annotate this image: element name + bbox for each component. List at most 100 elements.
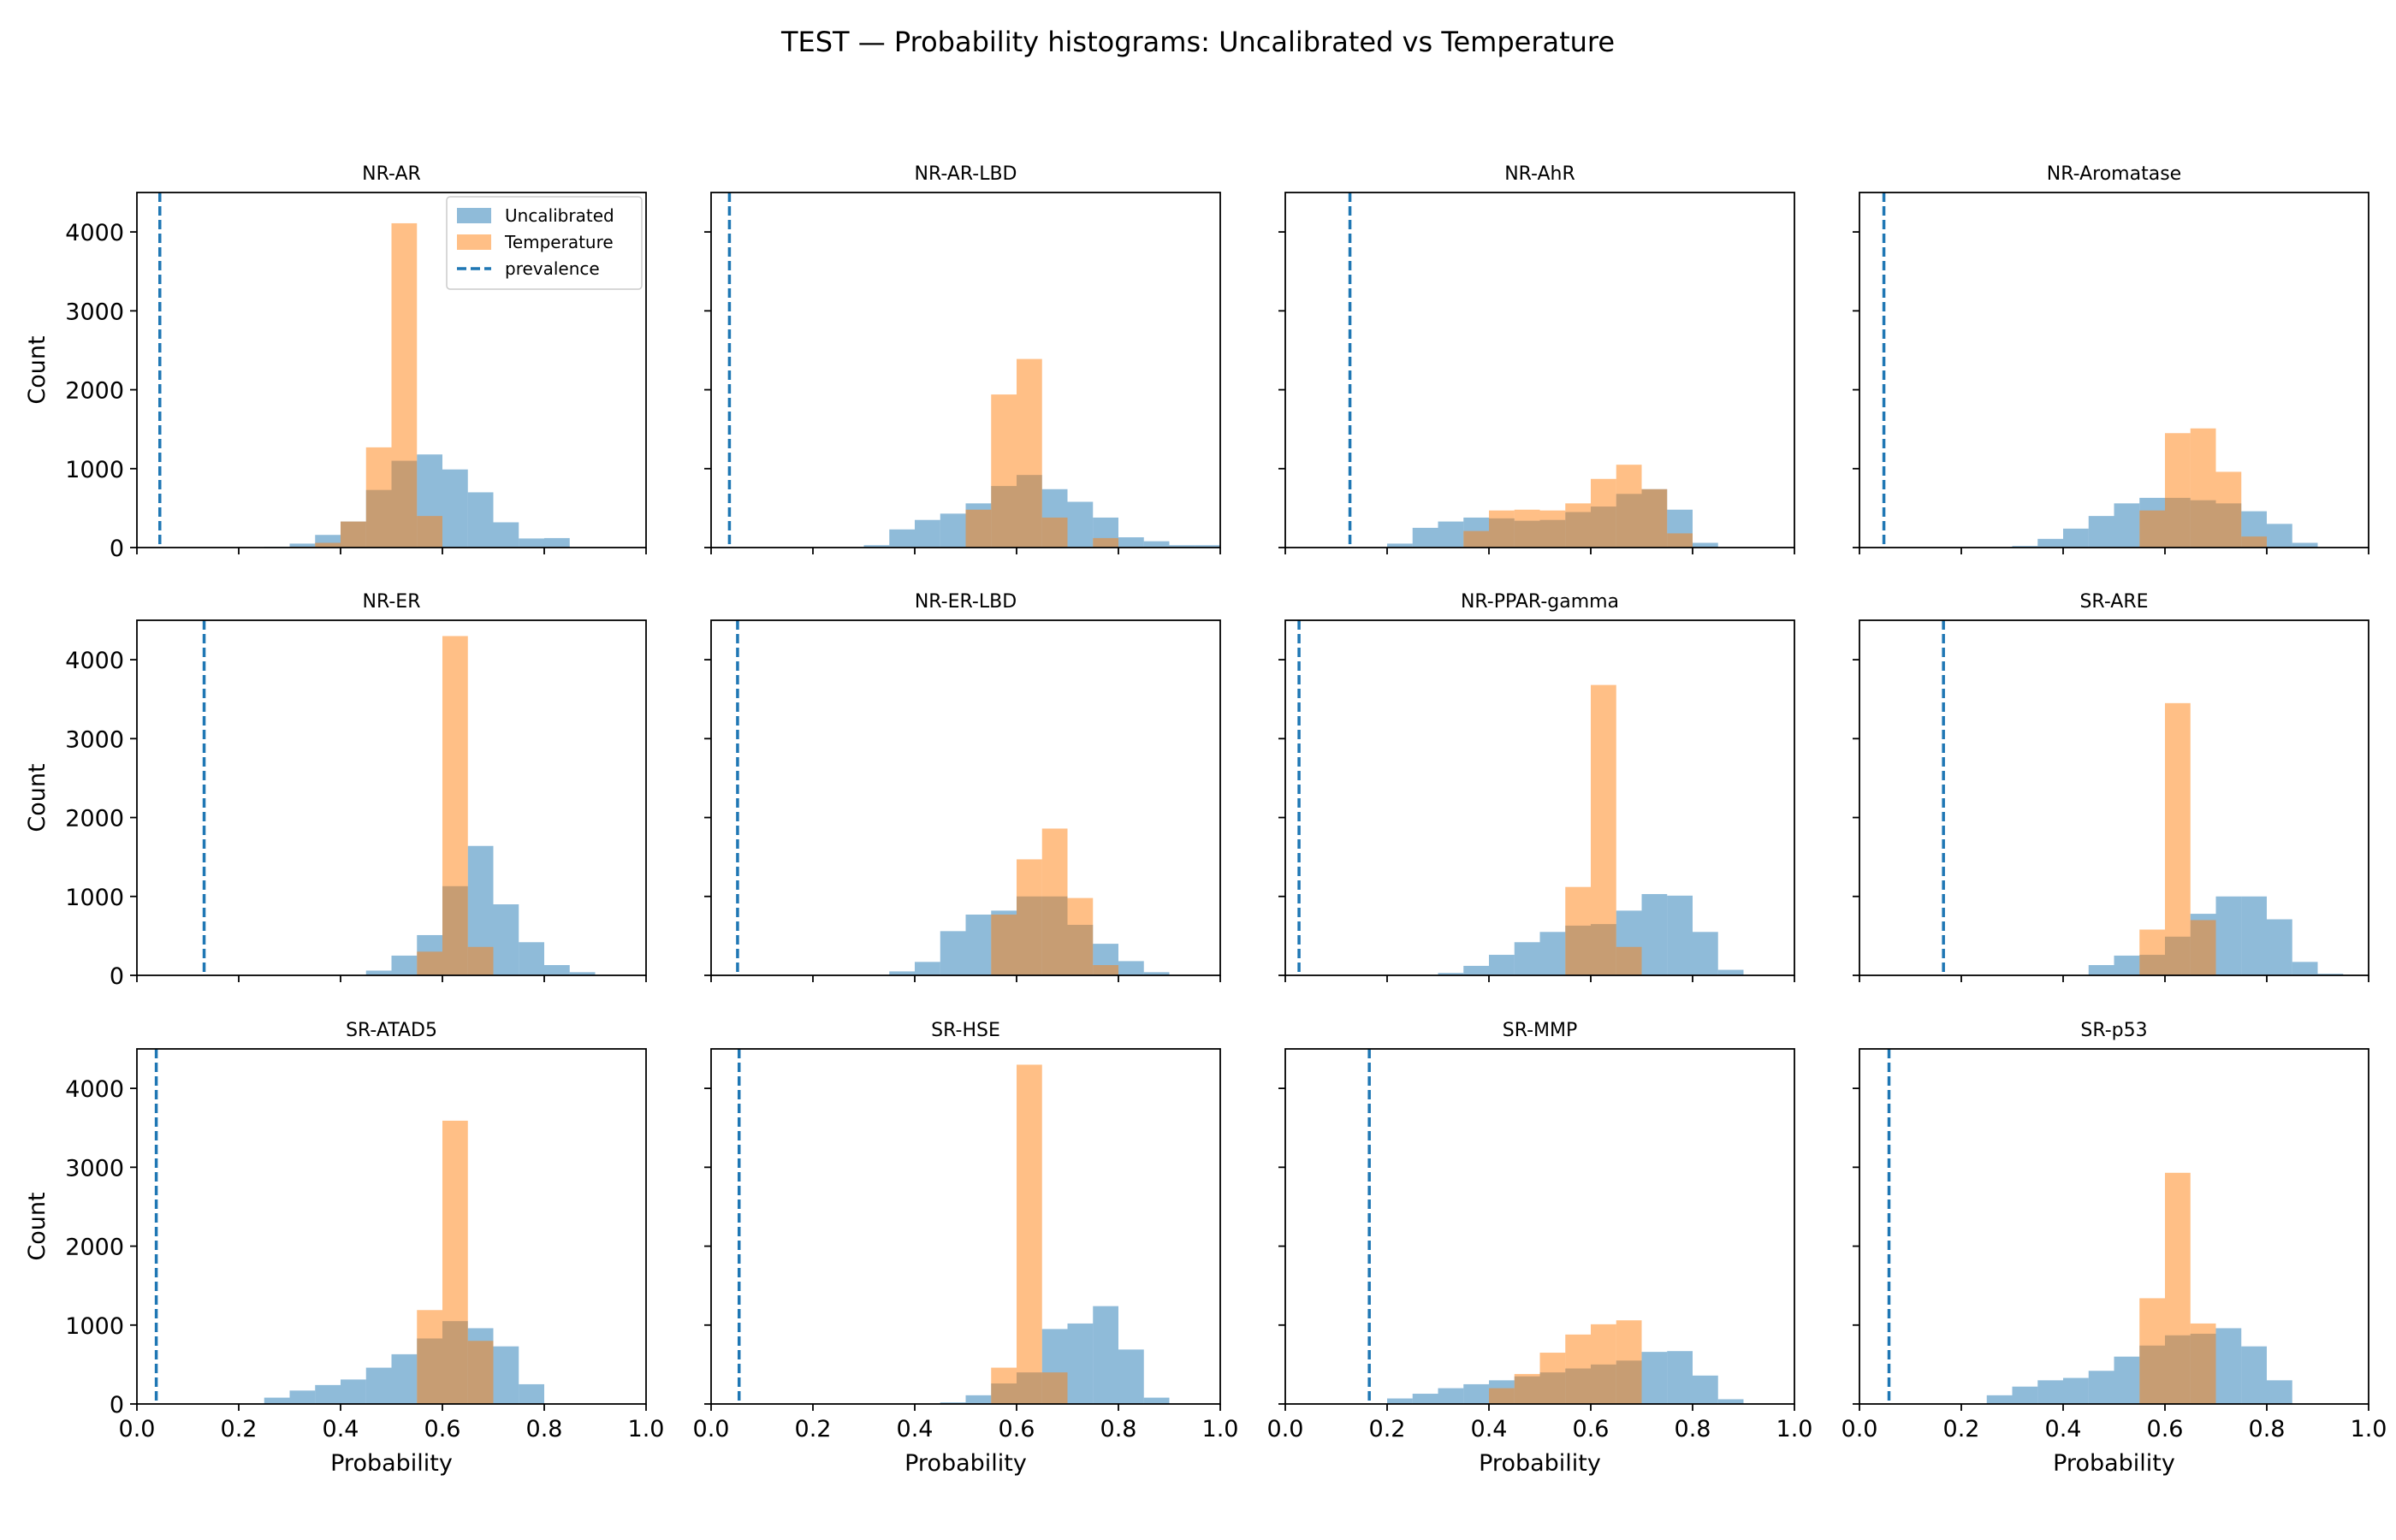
x-tick-label: 0.4: [323, 1416, 359, 1442]
uncalibrated-bar: [965, 914, 992, 975]
temperature-bar: [1489, 1388, 1515, 1404]
uncalibrated-bar: [915, 519, 940, 548]
y-tick-label: 4000: [65, 1076, 124, 1103]
uncalibrated-bar: [889, 529, 915, 548]
uncalibrated-bar: [1463, 965, 1489, 975]
temperature-bar: [2190, 1323, 2216, 1404]
uncalibrated-bar: [1438, 973, 1464, 975]
x-tick-label: 0.6: [999, 1416, 1035, 1442]
uncalibrated-bar: [2088, 965, 2114, 975]
uncalibrated-bar: [264, 1397, 290, 1404]
uncalibrated-bar: [493, 904, 519, 975]
temperature-bar: [442, 1120, 468, 1404]
temperature-bar: [1565, 503, 1591, 548]
uncalibrated-bar: [2317, 974, 2344, 975]
panel-nr-er: NR-ER 0 1000 2000 3000 4000 Count: [24, 591, 647, 990]
uncalibrated-bar: [2037, 1380, 2063, 1404]
panel-title: NR-AhR: [1504, 163, 1575, 185]
y-axis-label: Count: [24, 1192, 50, 1260]
uncalibrated-bar: [1169, 545, 1195, 548]
uncalibrated-bar: [2267, 524, 2292, 548]
temperature-bar: [1041, 517, 1068, 548]
y-tick-label: 0: [110, 1392, 124, 1419]
axes-frame: [136, 1048, 647, 1405]
x-tick-label: 0.2: [1369, 1416, 1406, 1442]
temperature-bar: [1514, 509, 1540, 548]
x-tick-label: 0.4: [897, 1416, 934, 1442]
temperature-bar: [1017, 859, 1042, 975]
y-tick-label: 3000: [65, 726, 124, 753]
uncalibrated-bar: [1067, 1323, 1094, 1404]
panel-title: NR-AR: [362, 163, 421, 185]
panel-sr-hse: SR-HSE 0.0 0.2 0.4 0.6 0.8 1.0 Probability: [693, 1020, 1239, 1477]
temperature-bar: [1539, 1353, 1566, 1404]
uncalibrated-bar: [1143, 972, 1170, 975]
uncalibrated-bar: [940, 513, 966, 548]
panel-title: NR-ER: [363, 591, 421, 613]
temperature-bar: [315, 542, 341, 548]
x-tick-label: 0.6: [1573, 1416, 1610, 1442]
panel-sr-are: SR-ARE: [1853, 591, 2369, 982]
panel-nr-aromatase: NR-Aromatase: [1853, 163, 2369, 554]
uncalibrated-bar: [2292, 542, 2318, 548]
y-tick-label: 2000: [65, 378, 124, 405]
temperature-bar: [1093, 537, 1118, 548]
axes-frame: [710, 1048, 1221, 1405]
uncalibrated-bar: [2241, 1346, 2267, 1404]
uncalibrated-bar: [1118, 1349, 1144, 1404]
figure-title: TEST — Probability histograms: Uncalibra…: [780, 26, 1615, 58]
uncalibrated-bar: [1693, 932, 1718, 975]
uncalibrated-bar: [1693, 542, 1718, 548]
x-tick-label: 0.4: [2045, 1416, 2082, 1442]
legend-label: prevalence: [505, 258, 600, 279]
y-tick-label: 0: [110, 536, 124, 562]
legend: Uncalibrated Temperature prevalence: [446, 196, 643, 290]
uncalibrated-bar: [1986, 1395, 2013, 1404]
uncalibrated-bar: [863, 545, 890, 548]
uncalibrated-bar: [1438, 521, 1464, 548]
x-tick-label: 0.2: [1943, 1416, 1980, 1442]
y-tick-label: 3000: [65, 1155, 124, 1182]
axes-frame: [1284, 619, 1795, 976]
uncalibrated-bar: [391, 1353, 418, 1404]
uncalibrated-bar: [2114, 503, 2140, 548]
axes-frame: [1859, 192, 2369, 548]
temperature-bar: [991, 914, 1017, 975]
temperature-bar: [1565, 1334, 1591, 1404]
uncalibrated-bar: [1489, 955, 1515, 975]
panel-nr-ppar-gamma: NR-PPAR-gamma: [1278, 591, 1795, 982]
uncalibrated-bar: [2088, 516, 2114, 548]
uncalibrated-bar: [519, 538, 544, 548]
panel-title: SR-p53: [2080, 1020, 2147, 1041]
temperature-bar: [417, 1310, 442, 1404]
panel-nr-ar: NR-AR 0 1000 2000 3000 4000 Count Uncalibrated T…: [24, 163, 647, 562]
uncalibrated-bar: [289, 543, 316, 548]
panel-sr-p53: SR-p53 0.0 0.2 0.4 0.6 0.8 1.0 Probability: [1841, 1020, 2387, 1477]
uncalibrated-bar: [467, 492, 494, 548]
uncalibrated-bar: [1641, 894, 1668, 975]
temperature-bar: [1565, 886, 1591, 975]
panel-title: SR-ARE: [2079, 591, 2148, 613]
uncalibrated-bar: [2012, 546, 2038, 548]
temperature-bar: [417, 516, 442, 548]
uncalibrated-bar: [1539, 932, 1566, 975]
uncalibrated-bar: [1118, 961, 1144, 975]
uncalibrated-bar: [1412, 1394, 1438, 1404]
x-tick-label: 0.0: [1267, 1416, 1304, 1442]
y-tick-label: 2000: [65, 1235, 124, 1261]
x-tick-label: 0.8: [2249, 1416, 2286, 1442]
legend-frame: [446, 196, 643, 290]
temperature-bar: [1463, 530, 1489, 548]
uncalibrated-bar: [442, 469, 468, 548]
x-tick-label: 0.6: [424, 1416, 461, 1442]
temperature-bar: [2139, 510, 2165, 548]
y-tick-label: 1000: [65, 1313, 124, 1340]
legend-label: Uncalibrated: [505, 205, 614, 226]
y-tick-label: 4000: [65, 648, 124, 674]
uncalibrated-bar: [2088, 1371, 2114, 1404]
uncalibrated-bar: [2063, 1377, 2089, 1404]
x-tick-label: 1.0: [1776, 1416, 1813, 1442]
x-tick-label: 1.0: [628, 1416, 665, 1442]
temperature-bar: [991, 394, 1017, 548]
temperature-bar: [1017, 358, 1042, 548]
